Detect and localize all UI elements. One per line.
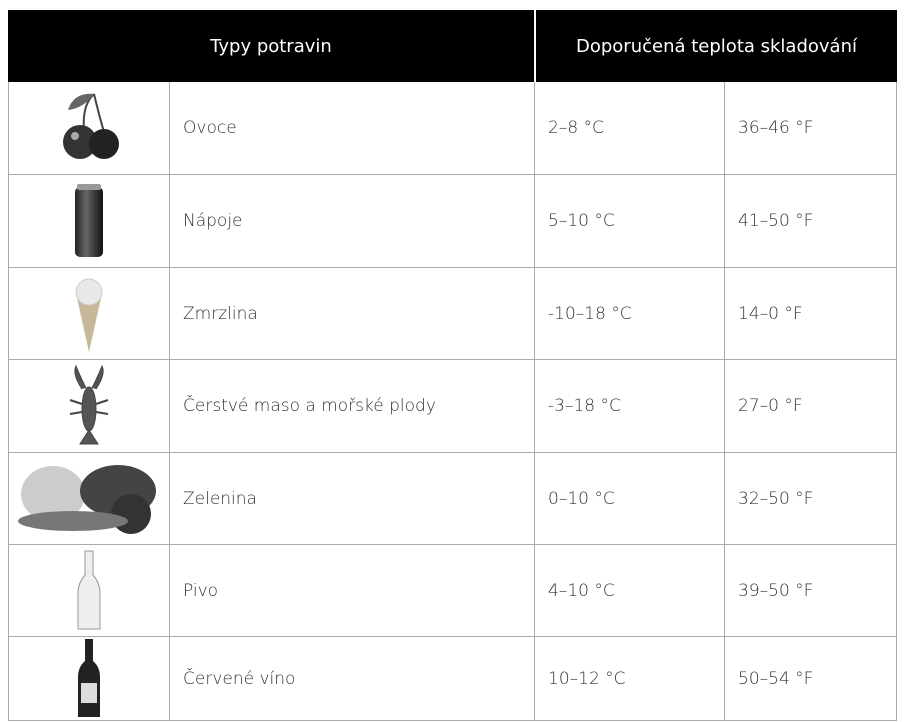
- header-food: Typy potravin: [8, 10, 534, 82]
- food-icon: [8, 268, 170, 360]
- fahrenheit: 14–0 °F: [725, 268, 897, 360]
- food-icon: [8, 453, 170, 545]
- icon-image: [77, 550, 101, 629]
- fahrenheit: 39–50 °F: [725, 545, 897, 637]
- food-name: Ovoce: [170, 82, 535, 175]
- food-icon: [8, 637, 170, 721]
- food-icon: [8, 175, 170, 268]
- food-icon: [8, 360, 170, 453]
- food-name: Nápoje: [170, 175, 535, 268]
- fahrenheit: 36–46 °F: [725, 82, 897, 175]
- food-name: Zmrzlina: [170, 268, 535, 360]
- celsius: 4–10 °C: [535, 545, 725, 637]
- food-name: Pivo: [170, 545, 535, 637]
- celsius: -10–18 °C: [535, 268, 725, 360]
- celsius: -3–18 °C: [535, 360, 725, 453]
- icon-image: [18, 464, 156, 534]
- celsius: 5–10 °C: [535, 175, 725, 268]
- celsius: 10–12 °C: [535, 637, 725, 721]
- food-name: Čerstvé maso a mořské plody: [170, 360, 535, 453]
- food-name: Červené víno: [170, 637, 535, 721]
- icon-image: [75, 184, 103, 257]
- fahrenheit: 32–50 °F: [725, 453, 897, 545]
- icon-image: [69, 364, 109, 445]
- icon-image: [75, 278, 103, 352]
- food-icon: [8, 82, 170, 175]
- icon-image: [78, 638, 100, 717]
- fahrenheit: 27–0 °F: [725, 360, 897, 453]
- food-icon: [8, 545, 170, 637]
- icon-image: [63, 93, 119, 159]
- celsius: 2–8 °C: [535, 82, 725, 175]
- fahrenheit: 50–54 °F: [725, 637, 897, 721]
- celsius: 0–10 °C: [535, 453, 725, 545]
- fahrenheit: 41–50 °F: [725, 175, 897, 268]
- food-name: Zelenina: [170, 453, 535, 545]
- header-temperature: Doporučená teplota skladování: [536, 10, 897, 82]
